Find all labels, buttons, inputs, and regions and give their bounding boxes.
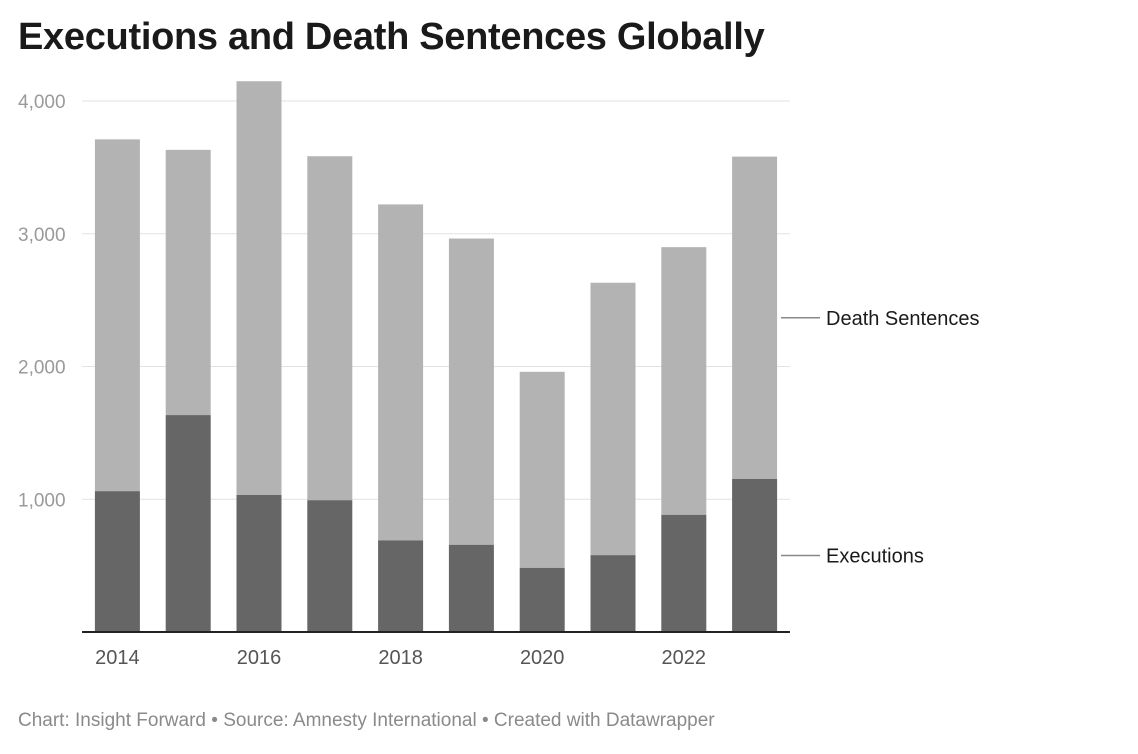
bar-executions-2016 xyxy=(236,495,282,632)
y-tick-label: 3,000 xyxy=(18,225,66,246)
bar-executions-2014 xyxy=(94,491,140,632)
source: Amnesty International xyxy=(292,710,477,731)
bar-executions-2023 xyxy=(732,478,778,632)
x-tick-label: 2018 xyxy=(378,647,423,669)
legend-label-executions: Executions xyxy=(826,545,924,567)
bar-death-sentences-2023 xyxy=(732,156,778,479)
legend-label-death-sentences: Death Sentences xyxy=(826,308,979,330)
source-prefix: Source: xyxy=(223,710,293,731)
y-tick-label: 1,000 xyxy=(18,490,66,511)
x-tick-label: 2022 xyxy=(662,647,707,669)
y-tick-label: 4,000 xyxy=(18,92,66,113)
bar-executions-2015 xyxy=(165,415,211,632)
bar-executions-2022 xyxy=(661,514,707,632)
bar-executions-2017 xyxy=(307,500,353,632)
bar-death-sentences-2021 xyxy=(590,282,636,556)
footer-separator: • xyxy=(205,710,224,731)
legend: Death Sentences Executions xyxy=(781,308,979,567)
bar-executions-2020 xyxy=(519,567,565,632)
bar-executions-2021 xyxy=(590,555,636,632)
bar-death-sentences-2017 xyxy=(307,156,353,501)
x-axis-ticks: 2014 2016 2018 2020 2022 xyxy=(95,647,706,669)
bar-executions-2018 xyxy=(378,540,424,632)
chart-credit-prefix: Chart: xyxy=(18,710,76,731)
bar-death-sentences-2015 xyxy=(165,149,211,416)
x-tick-label: 2020 xyxy=(520,647,565,669)
bar-death-sentences-2020 xyxy=(519,371,565,568)
x-tick-label: 2016 xyxy=(237,647,282,669)
bars xyxy=(94,81,778,632)
chart-credit: Insight Forward xyxy=(75,710,206,731)
bar-executions-2019 xyxy=(448,544,494,632)
footer: Chart: Insight Forward • Source: Amnesty… xyxy=(18,710,715,732)
bar-death-sentences-2018 xyxy=(378,204,424,541)
created-with: Created with Datawrapper xyxy=(493,710,715,731)
bar-death-sentences-2014 xyxy=(94,139,140,492)
x-tick-label: 2014 xyxy=(95,647,140,669)
y-axis-ticks: 1,000 2,000 3,000 4,000 xyxy=(18,92,66,511)
bar-death-sentences-2016 xyxy=(236,81,282,496)
y-tick-label: 2,000 xyxy=(18,358,66,379)
chart-title: Executions and Death Sentences Globally xyxy=(18,16,765,58)
footer-separator: • xyxy=(476,710,494,731)
bar-death-sentences-2022 xyxy=(661,247,707,515)
bar-death-sentences-2019 xyxy=(448,238,494,545)
